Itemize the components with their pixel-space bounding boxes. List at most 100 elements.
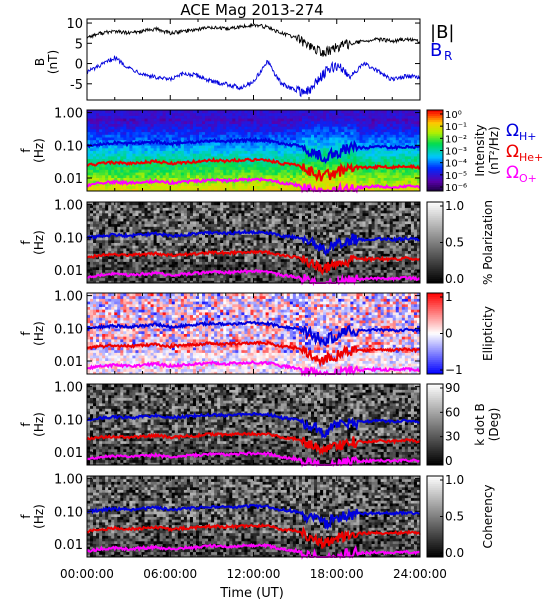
heatmap-cell <box>220 115 224 119</box>
heatmap-cell <box>350 128 354 133</box>
heatmap-cell <box>141 277 146 281</box>
heatmap-cell <box>314 180 318 184</box>
heatmap-cell <box>123 134 127 138</box>
heatmap-cell <box>271 147 276 151</box>
heatmap-cell <box>229 185 233 189</box>
heatmap-cell <box>344 115 348 119</box>
heatmap-cell <box>141 147 146 151</box>
heatmap-cell <box>401 115 406 119</box>
heatmap-cell <box>114 126 118 130</box>
heatmap-cell <box>120 118 124 122</box>
heatmap-cell <box>123 126 127 130</box>
heatmap-cell <box>168 126 173 130</box>
heatmap-cell <box>356 180 360 184</box>
heatmap-cell <box>226 266 230 270</box>
heatmap-cell <box>392 137 397 141</box>
heatmap-cell <box>111 247 115 252</box>
heatmap-cell <box>247 134 251 138</box>
heatmap-cell <box>108 110 112 114</box>
heatmap-cell <box>105 164 109 168</box>
heatmap-cell <box>117 126 121 130</box>
heatmap-cell <box>108 177 112 181</box>
heatmap-cell <box>126 247 130 252</box>
heatmap-cell <box>274 188 279 192</box>
heatmap-cell <box>220 161 224 165</box>
heatmap-cell <box>214 277 218 281</box>
heatmap-cell <box>371 131 376 135</box>
heatmap-cell <box>326 147 330 151</box>
heatmap-cell <box>229 242 233 246</box>
y-tick-label: 0 <box>75 58 83 73</box>
heatmap-cell <box>301 128 306 133</box>
heatmap-cell <box>192 112 197 116</box>
heatmap-cell <box>96 172 100 176</box>
heatmap-cell <box>268 164 273 168</box>
heatmap-cell <box>368 188 373 192</box>
heatmap-cell <box>277 131 282 135</box>
heatmap-cell <box>150 177 155 181</box>
heatmap-cell <box>220 207 224 211</box>
heatmap-cell <box>96 166 100 170</box>
heatmap-cell <box>132 210 136 214</box>
heatmap-cell <box>229 174 233 178</box>
heatmap-cell <box>162 188 167 192</box>
heatmap-cell <box>96 226 100 230</box>
heatmap-cell <box>353 118 357 122</box>
heatmap-cell <box>183 220 188 225</box>
heatmap-cell <box>265 180 270 184</box>
heatmap-cell <box>241 237 245 241</box>
heatmap-cell <box>320 153 324 157</box>
heatmap-cell <box>356 188 360 192</box>
heatmap-cell <box>298 172 303 176</box>
heatmap-cell <box>180 169 185 173</box>
heatmap-cell <box>235 223 239 227</box>
colorbar-swatch <box>427 116 443 119</box>
heatmap-cell <box>238 172 242 176</box>
heatmap-cell <box>211 112 215 116</box>
heatmap-cell <box>217 110 221 114</box>
heatmap-cell <box>395 177 400 181</box>
heatmap-cell <box>208 115 212 119</box>
heatmap-cell <box>389 128 394 133</box>
heatmap-cell <box>165 210 170 214</box>
heatmap-cell <box>247 256 251 260</box>
heatmap-cell <box>90 204 94 208</box>
heatmap-cell <box>177 147 182 151</box>
heatmap-cell <box>262 147 267 151</box>
heatmap-cell <box>274 169 279 173</box>
heatmap-cell <box>108 166 112 170</box>
heatmap-cell <box>395 150 400 154</box>
heatmap-cell <box>186 185 191 189</box>
heatmap-cell <box>102 229 106 233</box>
heatmap-cell <box>223 174 227 178</box>
heatmap-cell <box>186 158 191 162</box>
heatmap-cell <box>362 115 367 119</box>
heatmap-cell <box>365 174 370 178</box>
heatmap-cell <box>232 258 236 262</box>
heatmap-cell <box>323 153 327 157</box>
heatmap-cell <box>153 242 158 246</box>
heatmap-cell <box>347 126 351 130</box>
heatmap-cell <box>280 158 285 162</box>
heatmap-cell <box>404 169 409 173</box>
heatmap-cell <box>256 174 261 178</box>
heatmap-cell <box>256 182 261 187</box>
heatmap-cell <box>90 131 94 135</box>
heatmap-cell <box>368 164 373 168</box>
heatmap-cell <box>295 185 300 189</box>
heatmap-cell <box>238 223 242 227</box>
heatmap-cell <box>147 145 152 149</box>
heatmap-cell <box>311 137 315 141</box>
heatmap-cell <box>232 256 236 260</box>
heatmap-cell <box>195 215 200 219</box>
heatmap-cell <box>341 182 345 187</box>
heatmap-cell <box>150 229 155 233</box>
heatmap-cell <box>165 123 170 127</box>
heatmap-cell <box>241 188 245 192</box>
heatmap-cell <box>199 204 203 208</box>
heatmap-cell <box>380 142 385 146</box>
heatmap-cell <box>235 110 239 114</box>
heatmap-cell <box>341 115 345 119</box>
heatmap-cell <box>416 153 421 157</box>
heatmap-cell <box>232 153 236 157</box>
